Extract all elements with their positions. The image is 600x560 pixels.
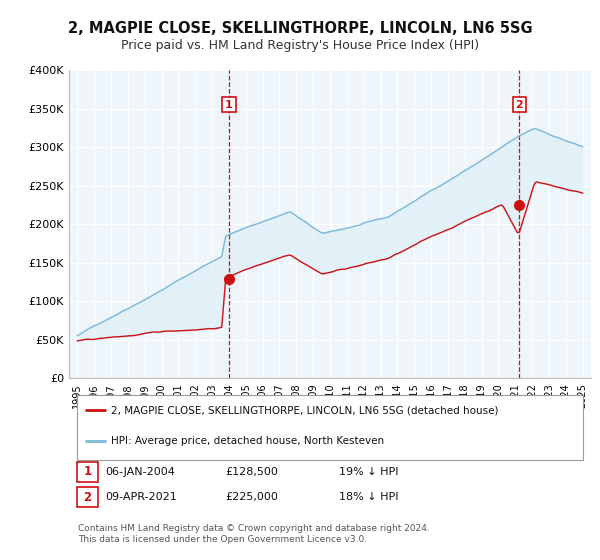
Text: Price paid vs. HM Land Registry's House Price Index (HPI): Price paid vs. HM Land Registry's House … (121, 39, 479, 52)
Text: Contains HM Land Registry data © Crown copyright and database right 2024.
This d: Contains HM Land Registry data © Crown c… (78, 524, 430, 544)
FancyBboxPatch shape (77, 395, 583, 460)
Text: 09-APR-2021: 09-APR-2021 (106, 492, 177, 502)
Text: 2, MAGPIE CLOSE, SKELLINGTHORPE, LINCOLN, LN6 5SG (detached house): 2, MAGPIE CLOSE, SKELLINGTHORPE, LINCOLN… (111, 405, 498, 416)
Text: 2: 2 (515, 100, 523, 110)
Text: 19% ↓ HPI: 19% ↓ HPI (339, 467, 398, 477)
Text: £225,000: £225,000 (226, 492, 278, 502)
Text: HPI: Average price, detached house, North Kesteven: HPI: Average price, detached house, Nort… (111, 436, 384, 446)
FancyBboxPatch shape (77, 487, 98, 507)
FancyBboxPatch shape (77, 462, 98, 482)
Text: £128,500: £128,500 (226, 467, 278, 477)
Text: 1: 1 (83, 465, 91, 478)
Text: 18% ↓ HPI: 18% ↓ HPI (339, 492, 398, 502)
Text: 1: 1 (225, 100, 233, 110)
Text: 2, MAGPIE CLOSE, SKELLINGTHORPE, LINCOLN, LN6 5SG: 2, MAGPIE CLOSE, SKELLINGTHORPE, LINCOLN… (68, 21, 532, 36)
Text: 06-JAN-2004: 06-JAN-2004 (106, 467, 175, 477)
Text: 2: 2 (83, 491, 91, 503)
